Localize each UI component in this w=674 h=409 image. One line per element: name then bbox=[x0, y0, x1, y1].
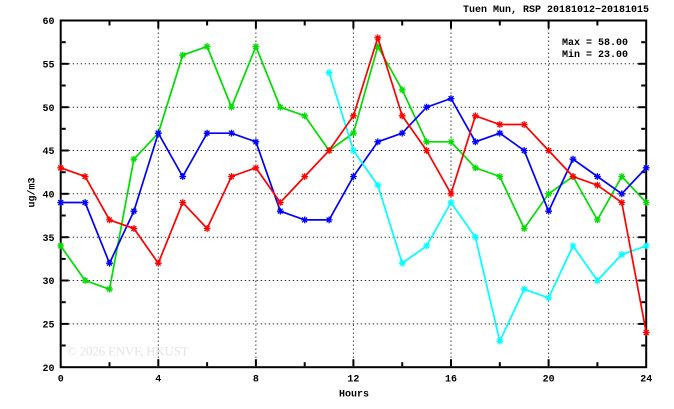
svg-text:© 2026 ENVF, HKUST: © 2026 ENVF, HKUST bbox=[67, 344, 189, 359]
svg-text:Min = 23.00: Min = 23.00 bbox=[562, 49, 628, 61]
svg-text:Max = 58.00: Max = 58.00 bbox=[562, 38, 628, 49]
svg-text:16: 16 bbox=[445, 375, 457, 386]
svg-text:12: 12 bbox=[347, 375, 359, 386]
svg-text:30: 30 bbox=[42, 277, 54, 288]
svg-text:45: 45 bbox=[42, 147, 54, 158]
svg-text:55: 55 bbox=[42, 60, 54, 71]
svg-text:40: 40 bbox=[42, 190, 54, 201]
svg-text:50: 50 bbox=[42, 104, 54, 115]
svg-text:8: 8 bbox=[253, 375, 259, 386]
svg-text:Hours: Hours bbox=[339, 390, 369, 401]
svg-text:Tuen Mun, RSP 20181012−2018101: Tuen Mun, RSP 20181012−20181015 bbox=[463, 5, 649, 16]
svg-text:35: 35 bbox=[42, 234, 54, 245]
svg-text:24: 24 bbox=[640, 375, 652, 386]
svg-text:20: 20 bbox=[543, 375, 555, 386]
svg-text:0: 0 bbox=[58, 375, 64, 386]
svg-text:ug/m3: ug/m3 bbox=[27, 177, 39, 207]
svg-text:60: 60 bbox=[42, 17, 54, 28]
svg-text:25: 25 bbox=[42, 321, 54, 332]
svg-text:4: 4 bbox=[155, 375, 161, 386]
svg-text:20: 20 bbox=[42, 364, 54, 375]
